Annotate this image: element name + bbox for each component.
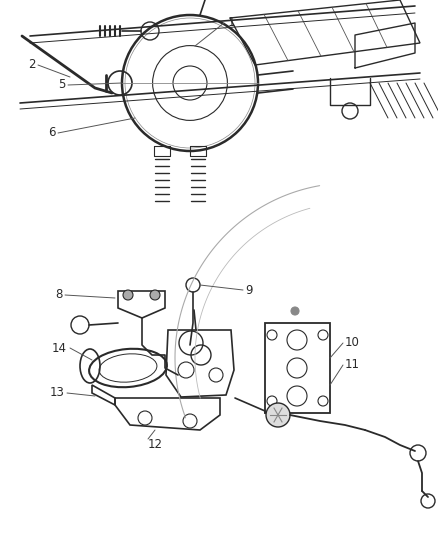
Text: 9: 9: [245, 284, 252, 296]
Text: 5: 5: [58, 78, 65, 92]
Text: 10: 10: [345, 336, 360, 350]
Circle shape: [266, 403, 290, 427]
Text: 11: 11: [345, 359, 360, 372]
Text: 1: 1: [228, 17, 236, 29]
Text: 12: 12: [148, 439, 163, 451]
Circle shape: [150, 290, 160, 300]
Text: 2: 2: [28, 59, 35, 71]
Text: 14: 14: [52, 342, 67, 354]
Text: 8: 8: [55, 288, 62, 302]
Text: 13: 13: [50, 386, 65, 400]
Circle shape: [291, 307, 299, 315]
Text: 6: 6: [48, 126, 56, 140]
Circle shape: [123, 290, 133, 300]
